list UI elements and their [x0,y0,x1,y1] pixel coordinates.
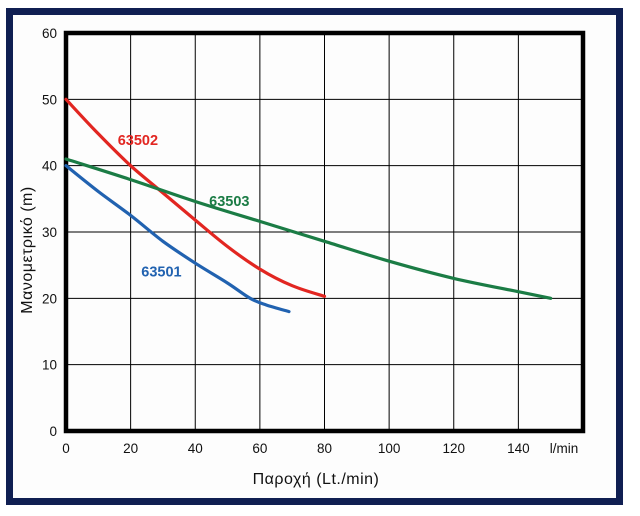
x-tick-label-80: 80 [317,441,332,456]
x-tick-label-140: 140 [507,441,530,456]
outer-border [6,8,623,505]
series-label-63503: 63503 [209,194,249,210]
y-tick-label-10: 10 [42,358,57,373]
series-label-63501: 63501 [141,264,181,280]
x-tick-label-100: 100 [378,441,401,456]
y-tick-label-0: 0 [49,424,57,439]
y-tick-label-50: 50 [42,92,57,107]
x-tick-label-60: 60 [252,441,267,456]
x-tick-label-0: 0 [62,441,70,456]
x-axis-unit-label: l/min [550,441,579,456]
plot-frame [63,30,586,434]
y-tick-label-40: 40 [42,159,57,174]
y-tick-label-60: 60 [42,26,57,41]
x-tick-label-20: 20 [123,441,138,456]
x-axis-title: Παροχή (Lt./min) [252,471,380,488]
series-label-63502: 63502 [118,133,158,149]
curve-63502 [64,97,327,298]
y-tick-label-20: 20 [42,291,57,306]
x-tick-label-120: 120 [442,441,465,456]
curve-63501 [64,164,291,314]
y-axis-title: Μανομετρικό (m) [19,186,36,314]
curve-63503 [64,157,553,300]
y-tick-label-30: 30 [42,225,57,240]
x-tick-label-40: 40 [188,441,203,456]
